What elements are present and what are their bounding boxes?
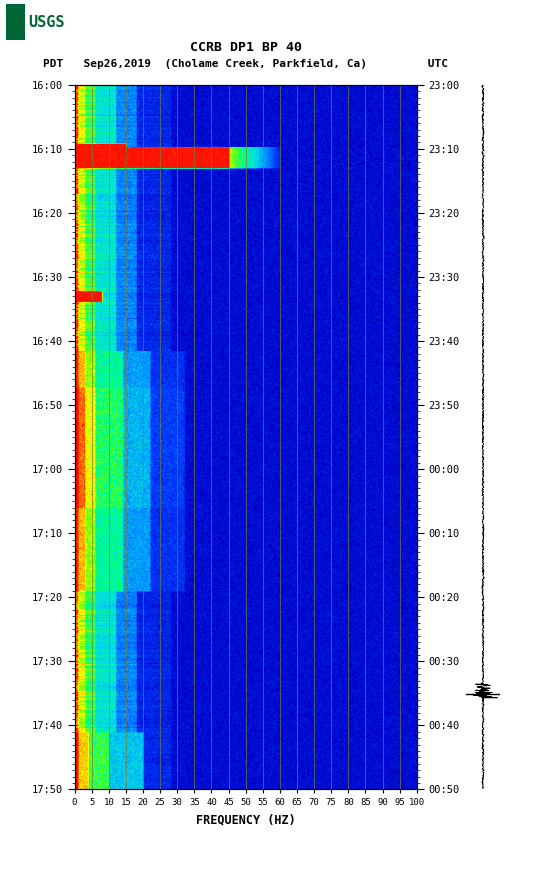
Text: CCRB DP1 BP 40: CCRB DP1 BP 40 [190,41,301,54]
Text: PDT   Sep26,2019  (Cholame Creek, Parkfield, Ca)         UTC: PDT Sep26,2019 (Cholame Creek, Parkfield… [43,59,448,70]
X-axis label: FREQUENCY (HZ): FREQUENCY (HZ) [196,813,295,826]
Text: USGS: USGS [29,15,65,29]
Bar [6,4,25,40]
